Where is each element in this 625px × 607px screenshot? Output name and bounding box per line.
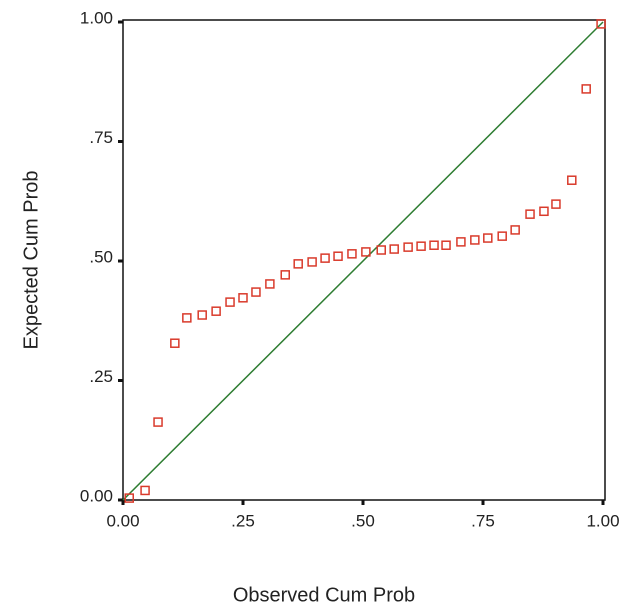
y-tick-label: .25 [89,367,113,386]
y-axis-title: Expected Cum Prob [20,171,42,350]
y-tick-label: .75 [89,128,113,147]
x-tick-label: .50 [351,511,375,530]
x-tick-label: .75 [471,511,495,530]
point [238,293,248,303]
y-tick-label: 0.00 [80,486,113,505]
point [197,310,207,320]
point [567,175,577,185]
point [211,306,221,316]
point [581,84,591,94]
point [539,206,549,217]
point [251,287,261,297]
point [280,270,290,280]
point [456,237,466,247]
point [347,249,357,259]
point [429,240,439,250]
point [416,241,426,251]
point [124,493,134,503]
x-axis-title: Observed Cum Prob [233,584,415,606]
point [483,233,493,243]
point [153,417,163,427]
point [470,235,480,245]
point [441,240,451,250]
point [182,313,192,323]
point [265,279,275,289]
point [361,247,371,257]
point [320,253,330,263]
x-tick-label: .25 [231,511,255,530]
point [551,199,561,209]
point [307,257,317,267]
point [333,251,343,261]
x-tick-label: 0.00 [106,511,139,530]
y-tick-label: .50 [89,247,113,266]
point [497,231,507,241]
point [403,242,413,252]
x-tick-label: 1.00 [586,511,619,530]
point [170,338,180,348]
point [293,259,303,269]
point [596,19,606,29]
y-tick-label: 1.00 [80,8,113,27]
point [510,225,520,235]
point [389,244,399,254]
point [140,485,150,496]
point [225,297,235,307]
point [376,245,386,255]
point [525,209,535,219]
reference-line [122,21,604,501]
